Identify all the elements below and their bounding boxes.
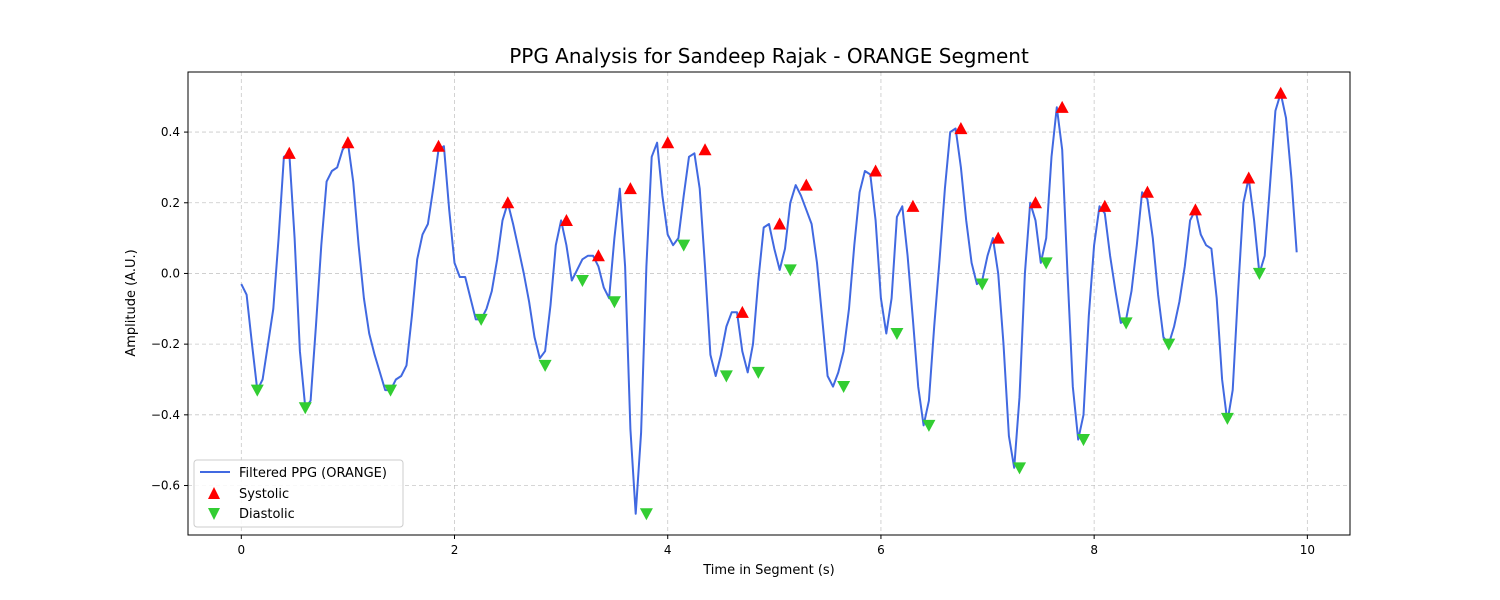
systolic-point xyxy=(661,136,675,149)
systolic-point xyxy=(1140,185,1154,198)
axis-ticks: 0 2 4 6 8 10 −0.6 −0.4 −0.2 0.0 0.2 0.4 xyxy=(151,125,1315,557)
x-tick-label: 6 xyxy=(877,543,885,557)
systolic-point xyxy=(341,136,355,149)
diastolic-point xyxy=(575,275,589,288)
diastolic-point xyxy=(1119,317,1133,330)
x-tick-label: 0 xyxy=(237,543,245,557)
diastolic-point xyxy=(607,296,621,309)
diastolic-point xyxy=(384,384,398,397)
chart-title: PPG Analysis for Sandeep Rajak - ORANGE … xyxy=(509,44,1029,68)
legend-label-diastolic: Diastolic xyxy=(239,507,295,522)
legend-diastolic-swatch xyxy=(208,508,220,520)
y-tick-label: −0.6 xyxy=(151,479,180,493)
y-tick-label: 0.0 xyxy=(161,266,180,280)
diastolic-point xyxy=(298,402,312,415)
systolic-point xyxy=(1055,100,1069,113)
diastolic-point xyxy=(677,239,691,252)
diastolic-point xyxy=(837,381,851,394)
diastolic-point xyxy=(1252,267,1266,280)
x-tick-label: 2 xyxy=(451,543,459,557)
legend-systolic-swatch xyxy=(208,487,220,499)
diastolic-point xyxy=(538,359,552,372)
diastolic-markers xyxy=(250,239,1266,521)
diastolic-point xyxy=(751,366,765,379)
y-tick-label: 0.2 xyxy=(161,196,180,210)
diastolic-point xyxy=(1076,434,1090,447)
legend: Filtered PPG (ORANGE) Systolic Diastolic xyxy=(193,459,404,528)
systolic-point xyxy=(1274,86,1288,99)
x-tick-label: 10 xyxy=(1300,543,1315,557)
systolic-point xyxy=(991,231,1005,244)
diastolic-point xyxy=(639,508,653,521)
systolic-point xyxy=(735,305,749,318)
x-tick-label: 8 xyxy=(1090,543,1098,557)
systolic-point xyxy=(906,199,920,212)
diastolic-point xyxy=(922,419,936,432)
systolic-point xyxy=(869,164,883,177)
y-axis-label: Amplitude (A.U.) xyxy=(124,249,139,356)
x-axis-label: Time in Segment (s) xyxy=(702,563,834,578)
systolic-point xyxy=(773,217,787,230)
legend-label-systolic: Systolic xyxy=(239,487,289,502)
ppg-series-line xyxy=(240,92,1298,515)
ppg-line-group xyxy=(240,92,1298,515)
plot-frame xyxy=(187,71,1351,536)
systolic-point xyxy=(698,143,712,156)
systolic-point xyxy=(591,249,605,262)
systolic-point xyxy=(501,196,515,209)
systolic-markers xyxy=(282,86,1288,318)
diastolic-point xyxy=(975,278,989,291)
legend-box xyxy=(193,459,404,528)
systolic-point xyxy=(559,213,573,226)
systolic-point xyxy=(1188,203,1202,216)
diastolic-point xyxy=(1013,462,1027,475)
systolic-point xyxy=(799,178,813,191)
diastolic-point xyxy=(474,313,488,326)
systolic-point xyxy=(954,122,968,135)
y-tick-label: −0.4 xyxy=(151,408,180,422)
x-tick-label: 4 xyxy=(664,543,672,557)
diastolic-point xyxy=(250,384,264,397)
diastolic-point xyxy=(890,328,904,341)
y-tick-label: 0.4 xyxy=(161,125,180,139)
y-tick-label: −0.2 xyxy=(151,337,180,351)
systolic-point xyxy=(1098,199,1112,212)
systolic-point xyxy=(623,182,637,195)
systolic-point xyxy=(432,139,446,152)
diastolic-point xyxy=(1162,338,1176,351)
diastolic-point xyxy=(783,264,797,277)
systolic-point xyxy=(1242,171,1256,184)
diastolic-point xyxy=(719,370,733,383)
systolic-point xyxy=(282,146,296,159)
systolic-point xyxy=(1029,196,1043,209)
diastolic-point xyxy=(1039,257,1053,270)
legend-label-line: Filtered PPG (ORANGE) xyxy=(239,466,387,481)
diastolic-point xyxy=(1220,412,1234,425)
